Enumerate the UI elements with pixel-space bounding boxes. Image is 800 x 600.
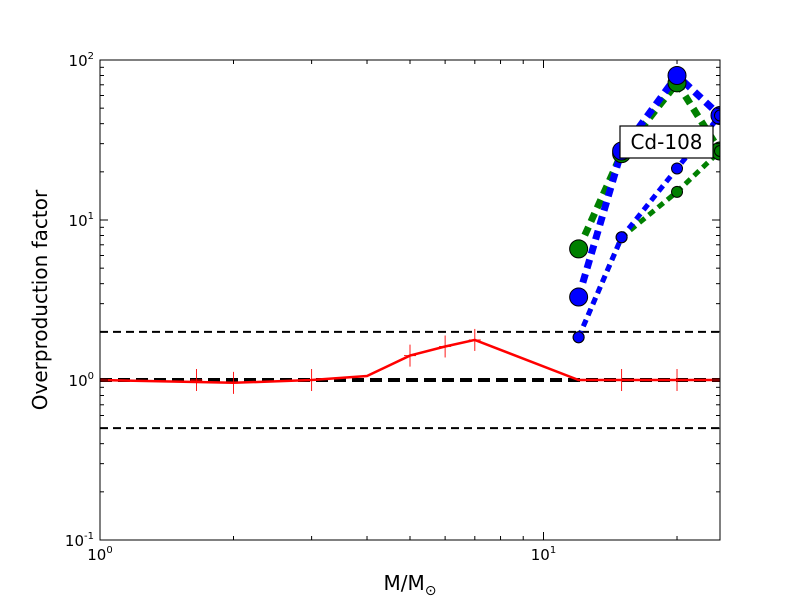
annotation-box: Cd-108 (619, 125, 714, 159)
y-tick-label-1: 100 (69, 371, 94, 390)
x-tick-label-1: 101 (531, 545, 556, 564)
series-line-3 (575, 70, 720, 298)
series-5-point-0 (572, 331, 585, 344)
plot-background (100, 60, 720, 540)
series-5-point-2 (671, 162, 684, 175)
x-axis-label-sub: ⊙ (425, 583, 437, 599)
series-2-point-0 (569, 239, 589, 259)
series-5-point-3 (714, 109, 720, 122)
y-tick-label-0: 10-1 (65, 531, 94, 550)
annotation-frame (619, 125, 714, 159)
series-4-point-3 (714, 144, 720, 157)
x-axis-label-main: M/M (384, 571, 425, 595)
x-axis-label: M/M⊙ (384, 571, 437, 599)
series-3-point-2 (667, 66, 687, 86)
y-axis-label: Overproduction factor (28, 189, 52, 410)
series-3-point-0 (569, 287, 589, 307)
y-tick-label-3: 102 (69, 51, 94, 70)
series-line-2 (575, 76, 720, 251)
x-tick-label-0: 100 (87, 545, 112, 564)
series-4-point-2 (671, 185, 684, 198)
y-tick-label-2: 101 (69, 211, 94, 230)
annotation-label: Cd-108 (630, 130, 702, 154)
reference-lines (100, 330, 720, 430)
series-5-point-1 (615, 231, 628, 244)
